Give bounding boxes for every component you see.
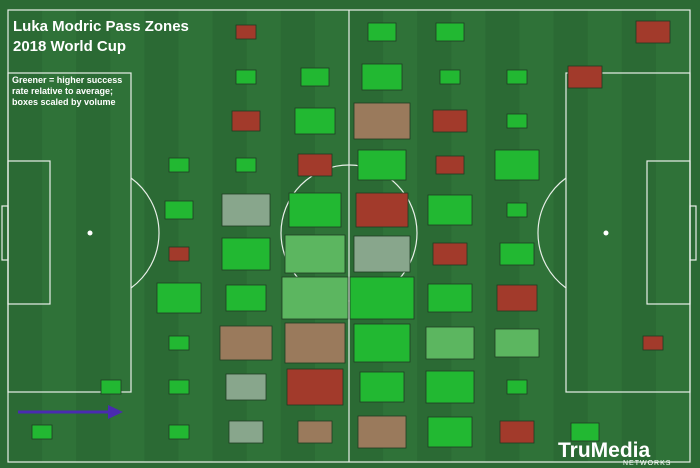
zone-box [228,420,264,444]
subtitle: 2018 World Cup [13,38,126,55]
zone-box [353,235,411,273]
zone-box [506,202,528,218]
zone-box [425,326,475,360]
zone-box [225,284,267,312]
title: Luka Modric Pass Zones [13,18,189,35]
logo: TruMedia [558,439,651,462]
zone-box [357,415,407,449]
zone-box [219,325,273,361]
zone-box [297,153,333,177]
zone-box [100,379,122,395]
zone-box [221,193,271,227]
zone-box [353,323,411,363]
zone-box [506,113,528,129]
penalty-spot-left [87,230,93,236]
zone-box [506,379,528,395]
stripe [42,10,77,462]
zone-box [31,424,53,440]
logo-tagline: NETWORKS [623,460,671,467]
zone-box [567,65,603,89]
zone-box [361,63,403,91]
zone-box [425,370,475,404]
note-line: boxes scaled by volume [12,97,116,107]
goal-left [1,205,9,261]
stripe [655,10,690,462]
zone-box [494,328,540,358]
zone-box [435,155,465,175]
zone-box [357,149,407,181]
zone-box [427,416,473,448]
zone-box [286,368,344,406]
zone-box [288,192,342,228]
zone-box [355,192,409,228]
note-line: rate relative to average; [12,86,113,96]
zone-box [367,22,397,42]
goal-right [689,205,697,261]
zone-box [353,102,411,140]
zone-box [284,322,346,364]
zone-box [494,149,540,181]
zone-box [642,335,664,351]
zone-box [168,424,190,440]
zone-box [235,69,257,85]
zone-box [297,420,333,444]
zone-box [499,420,535,444]
zone-box [231,110,261,132]
zone-box [359,371,405,403]
zone-box [168,335,190,351]
zone-box [506,69,528,85]
zone-box [235,157,257,173]
zone-box [225,373,267,401]
zone-box [432,242,468,266]
zone-box [168,157,190,173]
zone-box [294,107,336,135]
arrow-head [108,405,123,419]
center-circle [280,164,418,302]
arc-right [537,177,567,289]
zone-box [432,109,468,133]
note-line: Greener = higher success [12,75,122,85]
zone-box [156,282,202,314]
zone-box [427,194,473,226]
zone-box [349,276,415,320]
zone-box [570,422,600,442]
zone-box [435,22,465,42]
zone-box [300,67,330,87]
zone-box [281,276,349,320]
zone-box [635,20,671,44]
pass-zones [31,20,671,449]
zone-box [427,283,473,313]
zone-box [235,24,257,40]
penalty-spot-right [603,230,609,236]
arc-left [130,177,160,289]
zone-box [164,200,194,220]
zone-box [439,69,461,85]
zone-box [284,234,346,274]
zone-box [499,242,535,266]
zone-box [168,246,190,262]
zone-box [221,237,271,271]
zone-box [496,284,538,312]
zone-box [168,379,190,395]
pitch-lines [1,9,697,463]
